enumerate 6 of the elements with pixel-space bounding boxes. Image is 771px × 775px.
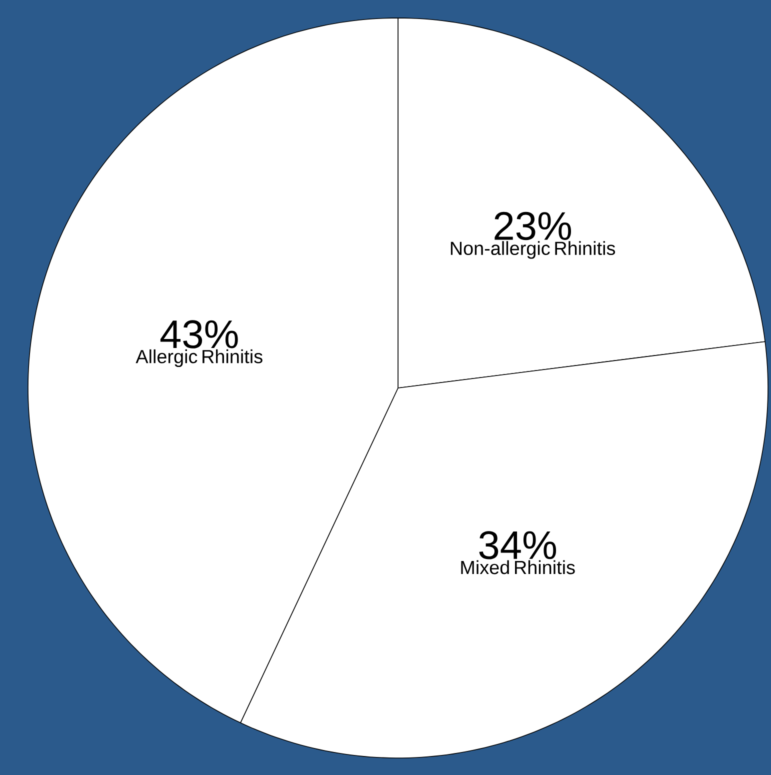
data-label: 43% [160, 320, 238, 348]
data-label: 34% [479, 531, 556, 560]
slice-label: Allergic Rhinitis [136, 349, 262, 368]
slice-label: Mixed Rhinitis [461, 560, 575, 574]
data-label: 23% [494, 212, 572, 240]
slice-label: Non-allergic Rhinitis [450, 241, 616, 259]
